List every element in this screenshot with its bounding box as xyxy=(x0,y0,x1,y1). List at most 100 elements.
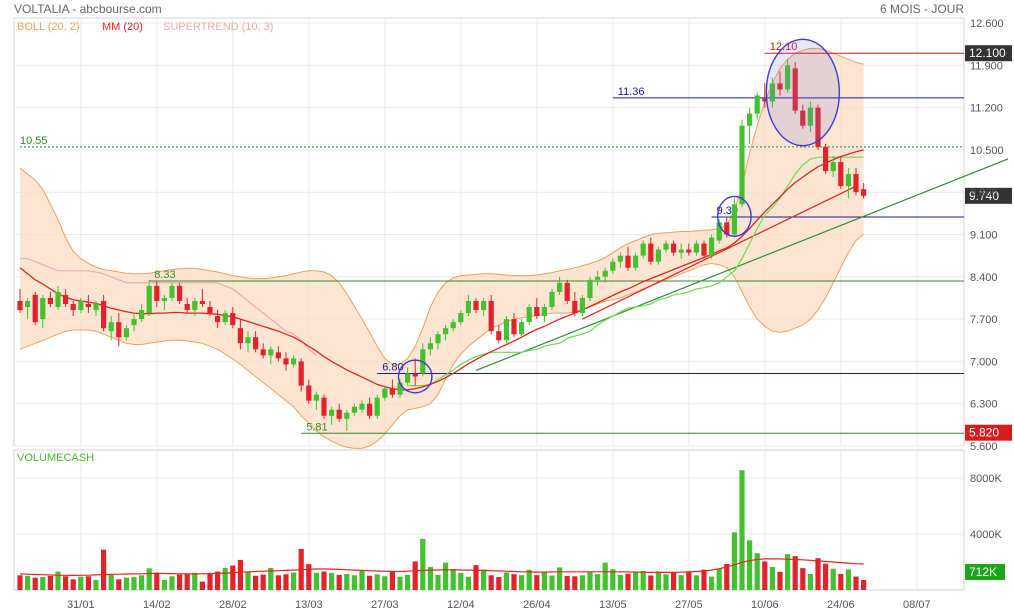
volume-bar xyxy=(549,575,555,590)
candle-body xyxy=(222,313,228,323)
candle-body xyxy=(146,285,152,314)
candle-body xyxy=(70,303,76,311)
candle-body xyxy=(587,279,593,298)
period-label[interactable]: 6 MOIS - JOUR xyxy=(879,2,964,16)
price-badge-label: 12.100 xyxy=(969,46,1006,60)
candle-body xyxy=(298,361,304,386)
level-label: 11.36 xyxy=(618,86,645,98)
candle-body xyxy=(397,382,403,395)
volume-bar xyxy=(807,574,813,590)
candle-body xyxy=(177,285,183,301)
candle-body xyxy=(359,403,365,410)
volume-bar xyxy=(412,561,418,590)
candle-body xyxy=(139,310,145,320)
candle-body xyxy=(17,300,23,311)
highlight-circle xyxy=(765,38,840,147)
date-tick-label: 13/05 xyxy=(599,599,627,611)
level-label: 10.55 xyxy=(20,135,48,147)
volume-bar xyxy=(230,565,236,590)
volume-bar xyxy=(32,577,38,590)
candle-body xyxy=(215,316,221,323)
candle-body xyxy=(481,300,487,311)
candle-body xyxy=(519,322,525,335)
candle-body xyxy=(123,328,129,338)
date-tick-label: 28/02 xyxy=(219,599,247,611)
volume-bar xyxy=(382,576,388,590)
candle-body xyxy=(853,174,859,193)
volume-bar xyxy=(830,568,836,590)
volume-bar xyxy=(503,572,509,590)
date-tick-label: 26/04 xyxy=(523,599,551,611)
volume-bar xyxy=(275,575,281,590)
volume-bar xyxy=(199,581,205,590)
volume-bar xyxy=(329,573,335,590)
volume-bar xyxy=(465,576,471,590)
candle-body xyxy=(731,204,737,235)
volume-bar xyxy=(800,568,806,590)
volume-bar xyxy=(374,574,380,590)
volume-bar xyxy=(511,574,517,590)
volume-bar xyxy=(602,562,608,590)
candle-body xyxy=(367,403,373,416)
price-tick-label: 9.100 xyxy=(970,230,998,242)
candle-body xyxy=(693,243,699,253)
volume-bar xyxy=(146,568,152,590)
volume-bar xyxy=(663,574,669,590)
candle-body xyxy=(640,243,646,256)
volume-bar xyxy=(534,575,540,590)
volume-bar xyxy=(321,571,327,590)
volume-bar xyxy=(427,566,433,590)
candle-body xyxy=(199,300,205,304)
candle-body xyxy=(321,397,327,416)
annotations: 12.100 9.740 5.820 xyxy=(397,38,1012,441)
candle-body xyxy=(747,113,753,126)
volume-bar xyxy=(845,569,851,590)
candle-body xyxy=(709,237,715,256)
volume-bar xyxy=(420,538,426,590)
candle-body xyxy=(427,343,433,350)
bollinger-bands xyxy=(19,47,864,449)
candle-body xyxy=(511,319,517,335)
volume-bar xyxy=(716,568,722,590)
volume-bar xyxy=(762,561,768,590)
volume-bar xyxy=(747,540,753,590)
volume-bar xyxy=(617,574,623,590)
bollinger-fill xyxy=(20,48,864,449)
volume-bar xyxy=(579,575,585,590)
candle-body xyxy=(610,261,616,271)
candle-body xyxy=(237,328,243,344)
volume-bar xyxy=(237,559,243,590)
candle-body xyxy=(503,319,509,341)
candle-body xyxy=(625,255,631,268)
candle-body xyxy=(253,337,259,350)
volume-bar xyxy=(815,558,821,590)
volume-bar xyxy=(101,549,107,590)
volume-bar xyxy=(435,574,441,590)
volume-panel: 712K xyxy=(17,470,1005,590)
price-badge-label: 9.740 xyxy=(969,189,999,203)
moving-average-line xyxy=(19,149,864,391)
candle-body xyxy=(754,95,760,114)
candle-body xyxy=(807,107,813,126)
candle-body xyxy=(275,352,281,359)
volume-bar xyxy=(397,576,403,590)
volume-bar xyxy=(215,571,221,590)
volume-bar xyxy=(177,574,183,590)
bollinger-upper-line xyxy=(19,47,864,365)
volume-bar xyxy=(488,575,494,590)
level-label: 5.81 xyxy=(306,421,327,433)
volume-badge xyxy=(965,564,1005,581)
candle-body xyxy=(663,243,669,250)
candle-body xyxy=(32,294,38,323)
candle-body xyxy=(465,300,471,314)
volume-title: VOLUMECASH xyxy=(17,452,95,464)
candle-body xyxy=(595,276,601,280)
volume-bar xyxy=(655,571,661,590)
volume-bar xyxy=(724,563,730,590)
volume-bar xyxy=(625,573,631,590)
candle-body xyxy=(845,174,851,187)
candle-body xyxy=(85,303,91,308)
date-tick-label: 24/06 xyxy=(827,599,855,611)
candle-body xyxy=(769,83,775,102)
volume-bar xyxy=(557,567,563,590)
